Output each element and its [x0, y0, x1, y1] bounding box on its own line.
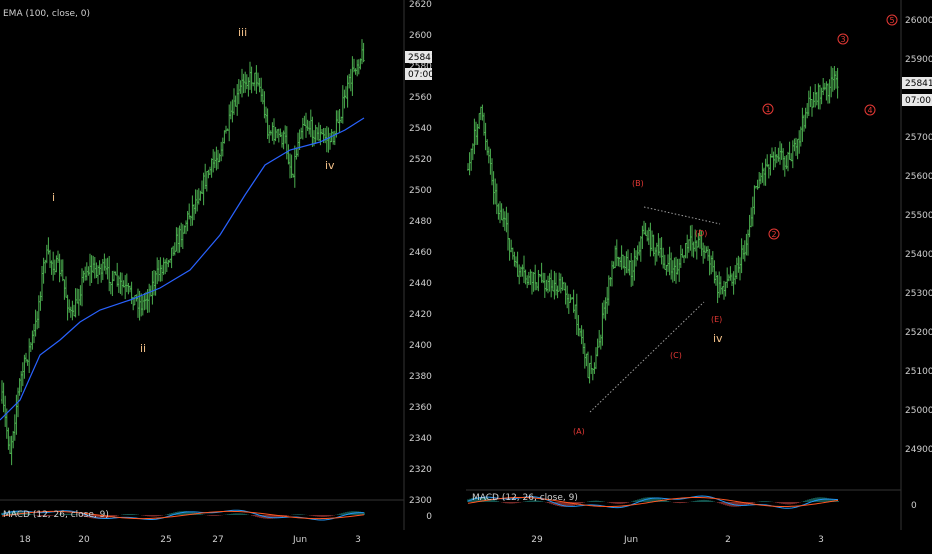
- left-price-axis[interactable]: 26200 26000 25800 25600 25400 25200 25000 24800…: [409, 0, 438, 506]
- right-price-tick: 25000: [905, 406, 932, 416]
- triangle-upper-trendline: [643, 206, 721, 225]
- left-macd-zero-tick: 0: [426, 512, 432, 522]
- right-price-badge: [902, 77, 932, 89]
- right-signal-line: [467, 496, 839, 508]
- svg-text:1: 1: [765, 105, 770, 114]
- right-time-axis[interactable]: 29 Jun 2 3: [531, 535, 824, 545]
- left-price-tick: 23200: [409, 465, 432, 475]
- left-price-tick: 24800: [409, 217, 432, 227]
- left-price-tick: 24600: [409, 248, 432, 258]
- circled-label-5: 5: [886, 14, 898, 26]
- right-macd-zero-tick: 0: [911, 501, 917, 511]
- wave-label-iv: iv: [325, 159, 335, 172]
- left-time-axis[interactable]: 18 20 25 27 Jun 3: [19, 535, 361, 545]
- triangle-label-d: (D): [695, 229, 707, 238]
- left-price-tick: 25200: [409, 155, 432, 165]
- right-price-tick: 25900: [905, 55, 932, 65]
- left-time-badge: [405, 68, 432, 80]
- left-macd-panel: [1, 509, 365, 521]
- left-price-badge: [405, 51, 432, 63]
- left-price-tick: 26200: [409, 0, 432, 10]
- right-price-tick: 25400: [905, 250, 932, 260]
- left-chart-svg[interactable]: 2620026000258002560025400252002500024800…: [0, 0, 438, 550]
- left-price-badge-price: 25841: [408, 53, 432, 63]
- triangle-label-a: (A): [573, 427, 585, 436]
- left-price-tick: 23000: [409, 496, 432, 506]
- pane-divider[interactable]: [432, 0, 466, 550]
- right-macd-label[interactable]: MACD (12, 26, close, 9): [472, 493, 578, 503]
- wave-label-iv-right: iv: [713, 332, 723, 345]
- ema-indicator-label[interactable]: EMA (100, close, 0): [3, 9, 91, 19]
- wave-label-ii: ii: [140, 342, 146, 355]
- right-price-tick: 25100: [905, 367, 932, 377]
- right-price-tick: 24900: [905, 445, 932, 455]
- triangle-label-b: (B): [632, 179, 644, 188]
- left-time-tick: 3: [355, 535, 361, 545]
- right-price-tick: 25200: [905, 328, 932, 338]
- svg-text:5: 5: [889, 16, 894, 25]
- left-price-tick: 25800: [409, 62, 432, 72]
- svg-text:3: 3: [840, 35, 845, 44]
- circled-label-1: 1: [762, 103, 774, 115]
- left-time-tick: 25: [160, 535, 171, 545]
- right-time-tick: 29: [531, 535, 543, 545]
- left-price-tick: 23600: [409, 403, 432, 413]
- left-time-tick: 20: [78, 535, 90, 545]
- left-price-tick: 25400: [409, 124, 432, 134]
- left-candles: [1, 39, 365, 466]
- left-price-tick: 26000: [409, 31, 432, 41]
- left-price-tick: 23400: [409, 434, 432, 444]
- left-price-tick: 24400: [409, 279, 432, 289]
- left-signal-line: [1, 510, 365, 520]
- left-ema-line: [0, 117, 365, 421]
- right-price-tick: 25600: [905, 172, 932, 182]
- circled-label-4: 4: [864, 104, 876, 116]
- svg-text:2: 2: [771, 230, 776, 239]
- left-price-tick: 25600: [409, 93, 432, 103]
- right-time-badge: [902, 94, 932, 106]
- wave-label-i: i: [52, 191, 55, 204]
- right-price-badge-price: 25841: [905, 79, 932, 89]
- triangle-lower-trendline: [589, 301, 705, 413]
- left-price-tick: 24000: [409, 341, 432, 351]
- triangle-label-c: (C): [670, 351, 682, 360]
- circled-label-3: 3: [837, 33, 849, 45]
- left-time-badge-text: 07:00: [408, 70, 432, 80]
- right-price-tick: 25500: [905, 211, 932, 221]
- right-price-tick: 25300: [905, 289, 932, 299]
- left-price-tick: 24200: [409, 310, 432, 320]
- triangle-label-e: (E): [711, 315, 722, 324]
- right-time-tick: 2: [725, 535, 731, 545]
- right-time-tick: 3: [818, 535, 824, 545]
- circled-label-2: 2: [768, 228, 780, 240]
- left-price-tick: 23800: [409, 372, 432, 382]
- right-price-tick: 25700: [905, 133, 932, 143]
- right-time-tick: Jun: [623, 535, 638, 545]
- wave-label-iii: iii: [238, 26, 247, 39]
- right-chart-svg[interactable]: 2600025900258002570025600255002540025300…: [466, 0, 932, 550]
- left-macd-label[interactable]: MACD (12, 26, close, 9): [3, 510, 109, 520]
- left-time-tick: 27: [212, 535, 223, 545]
- left-price-tick: 25000: [409, 186, 432, 196]
- left-time-tick: Jun: [292, 535, 307, 545]
- right-time-badge-text: 07:00: [905, 96, 931, 106]
- right-candles: [467, 65, 839, 384]
- right-macd-panel: [467, 495, 839, 509]
- right-price-tick: 26000: [905, 16, 932, 26]
- left-time-tick: 18: [19, 535, 31, 545]
- right-chart-pane[interactable]: 2600025900258002570025600255002540025300…: [466, 0, 932, 550]
- svg-text:4: 4: [867, 106, 872, 115]
